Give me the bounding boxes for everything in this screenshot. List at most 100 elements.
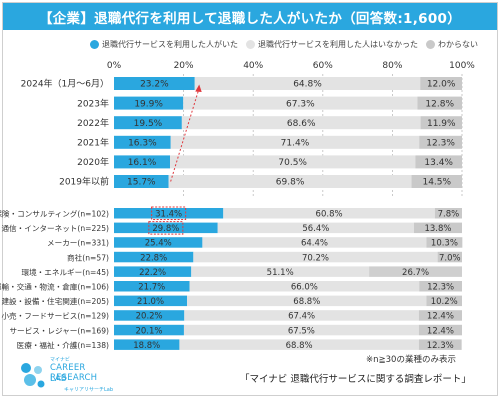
x-tick-label: 60%: [313, 61, 333, 71]
bar-segment: [437, 251, 462, 263]
logo-text: CAREER RESEARCH: [50, 363, 98, 383]
bar-segment: [187, 295, 427, 307]
category-label: 不動産・建設・設備・住宅関連(n=205): [0, 296, 109, 306]
data-label: 70.2%: [302, 253, 329, 263]
data-label: 22.2%: [139, 268, 166, 278]
category-label: 2019年以前: [59, 176, 109, 188]
data-label: 68.8%: [286, 341, 313, 351]
data-label: 22.8%: [140, 253, 167, 263]
trend-arrow: [170, 89, 200, 182]
category-label: IT・通信・インターネット(n=225): [0, 223, 109, 233]
bar-segment: [170, 155, 416, 169]
data-label: 11.9%: [427, 119, 456, 129]
data-label: 12.3%: [426, 139, 455, 149]
source-note: 「マイナビ 退職代行サービスに関する調査レポート」: [240, 374, 471, 385]
data-label: 12.0%: [427, 80, 456, 90]
bar-segment: [114, 96, 184, 110]
data-label: 21.7%: [138, 282, 165, 292]
legend-label: わからない: [438, 40, 478, 49]
bar-segment: [419, 281, 462, 292]
logo: マイナビ CAREER RESEARCH LAB キャリアリサーチLab: [14, 356, 124, 396]
data-label: 26.7%: [402, 268, 429, 278]
bar-segment: [413, 222, 462, 234]
data-label: 15.7%: [127, 178, 156, 188]
data-label: 70.5%: [278, 158, 307, 168]
bar-segment: [181, 116, 421, 130]
data-label: 25.4%: [145, 239, 172, 249]
bar-segment: [114, 208, 224, 219]
data-label: 12.8%: [425, 99, 454, 109]
footnote: ※n≧30の業種のみ表示: [366, 355, 456, 365]
data-label: 64.4%: [301, 239, 328, 249]
bar-segment: [426, 295, 462, 307]
legend-swatch: [246, 40, 255, 49]
highlight-box: [151, 206, 187, 220]
chart-title: 【企業】退職代行を利用して退職した人がいたか（回答数:1,600）: [3, 3, 497, 30]
data-label: 19.5%: [134, 119, 163, 129]
bar-segment: [184, 310, 419, 321]
bar-segment: [114, 155, 171, 169]
bar-segment: [411, 175, 462, 188]
data-label: 67.3%: [286, 99, 315, 109]
bar-segment: [170, 135, 420, 149]
logo-mark-icon: [21, 363, 45, 388]
logo-text: マイナビ: [50, 357, 70, 363]
trend-arrow-head: [195, 84, 202, 92]
category-label: 医療・福祉・介護(n=138): [17, 340, 109, 350]
data-label: 7.0%: [439, 253, 461, 263]
bar-segment: [114, 251, 194, 263]
data-label: 68.8%: [293, 297, 320, 307]
data-label: 29.8%: [152, 224, 179, 234]
logo-text: キャリアリサーチLab: [64, 387, 114, 393]
bar-segment: [114, 281, 190, 292]
data-label: 12.4%: [427, 312, 454, 322]
x-tick-label: 100%: [449, 61, 475, 71]
legend-label: 退職代行サービスを利用した人がいた: [102, 40, 238, 49]
data-label: 12.4%: [427, 326, 454, 336]
bar-segment: [420, 116, 462, 130]
category-label: 環境・エネルギー(n=45): [21, 267, 109, 277]
data-label: 13.4%: [424, 158, 453, 168]
category-label: 2024年（1月～6月）: [21, 78, 109, 90]
data-label: 16.3%: [128, 139, 157, 149]
data-label: 14.5%: [422, 178, 451, 188]
x-tick-label: 20%: [174, 61, 194, 71]
bar-segment: [114, 324, 184, 336]
bar-segment: [191, 266, 370, 277]
data-label: 10.3%: [431, 239, 458, 249]
data-label: 19.9%: [134, 99, 163, 109]
legend-item-not-used: 退職代行サービスを利用した人はいなかった: [246, 39, 418, 50]
bar-segment: [114, 175, 169, 188]
logo-text: LAB: [50, 374, 67, 384]
data-label: 56.4%: [302, 224, 329, 234]
data-label: 64.8%: [293, 80, 322, 90]
category-label: 流通・小売・フードサービス(n=129): [0, 311, 109, 321]
data-label: 10.2%: [431, 297, 458, 307]
highlight-box: [148, 221, 184, 235]
bar-segment: [179, 339, 419, 350]
data-label: 67.5%: [288, 326, 315, 336]
bar-segment: [114, 135, 171, 149]
bar-segment: [168, 175, 412, 188]
bar-segment: [418, 324, 462, 336]
bar-segment: [183, 324, 419, 336]
data-label: 20.1%: [135, 326, 162, 336]
category-label: 2021年: [77, 137, 109, 149]
bar-segment: [420, 77, 462, 90]
bar-segment: [189, 281, 420, 292]
category-label: メーカー(n=331): [47, 239, 109, 248]
category-label: 2020年: [77, 156, 109, 168]
legend-swatch: [90, 40, 99, 49]
data-label: 31.4%: [155, 209, 182, 219]
bar-segment: [434, 208, 462, 219]
legend-item-unknown: わからない: [426, 39, 478, 50]
bar-segment: [369, 266, 462, 277]
bar-segment: [417, 96, 462, 110]
data-label: 71.4%: [281, 139, 310, 149]
bar-segment: [114, 237, 203, 248]
legend-label: 退職代行サービスを利用した人はいなかった: [258, 40, 418, 49]
data-label: 69.8%: [276, 178, 305, 188]
legend-item-used: 退職代行サービスを利用した人がいた: [90, 39, 238, 50]
legend-swatch: [426, 40, 435, 49]
